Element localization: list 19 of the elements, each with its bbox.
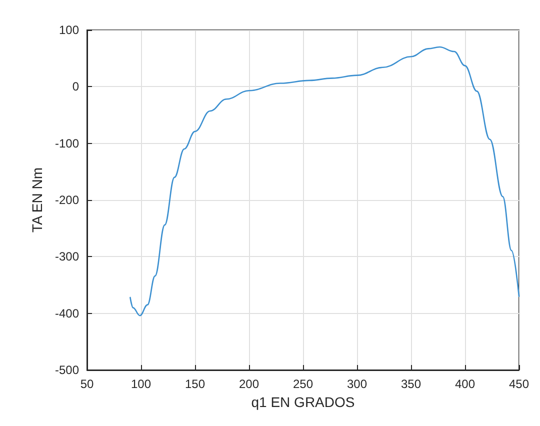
x-tick-label: 100 [130,377,152,391]
x-tick-label: 50 [80,377,94,391]
x-axis-title: q1 EN GRADOS [251,394,355,410]
x-tick-label: 300 [346,377,368,391]
x-tick-label: 400 [454,377,476,391]
y-tick-label: -500 [54,363,80,377]
x-tick-label: 450 [508,377,530,391]
x-tick-label: 250 [292,377,314,391]
y-tick-label: -100 [54,136,80,150]
y-tick-label: -300 [54,250,80,264]
x-tick-label: 150 [184,377,206,391]
y-tick-label: 100 [58,23,80,37]
x-tick-label: 350 [400,377,422,391]
x-tick-label: 200 [238,377,260,391]
y-tick-label: 0 [72,80,80,94]
y-tick-label: -400 [54,306,80,320]
y-axis-title: TA EN Nm [29,167,46,233]
y-tick-label: -200 [54,193,80,207]
line-series [130,46,520,316]
